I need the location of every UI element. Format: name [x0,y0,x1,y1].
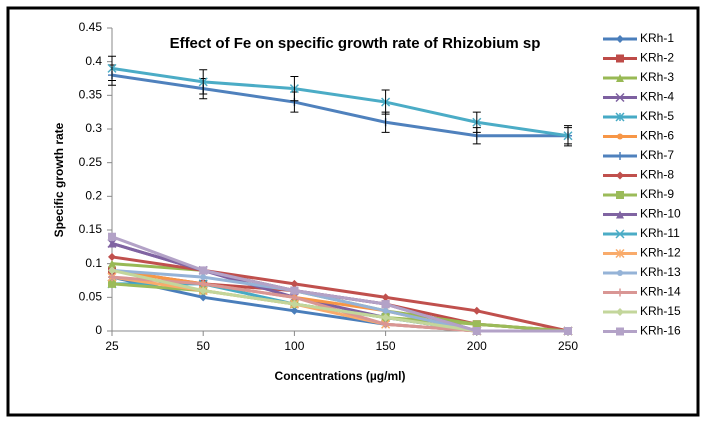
y-tick-label: 0.05 [79,290,103,304]
legend-label: KRh-10 [640,207,681,221]
series-line [111,66,569,138]
series-line [111,255,569,333]
error-bar [290,75,299,102]
legend-marker [615,248,625,259]
legend-marker [616,308,624,316]
legend-marker [617,270,623,276]
data-point [200,274,207,281]
data-point [199,293,208,302]
data-point [199,266,208,275]
legend-marker [616,35,624,43]
legend-marker [615,92,625,103]
legend-label: KRh-9 [640,187,674,201]
data-point [472,327,481,335]
y-tick-label: 0.4 [85,54,102,68]
legend-label: KRh-16 [640,324,681,338]
y-tick-label: 0.35 [79,88,103,102]
data-point [382,307,389,314]
data-point [381,320,390,329]
x-tick-label: 250 [558,339,578,353]
error-bar [381,89,390,115]
data-point [108,232,116,241]
legend-marker [615,229,625,239]
data-point [472,306,481,315]
legend-label: KRh-8 [640,168,674,182]
legend-marker [616,152,624,160]
x-tick-label: 50 [197,339,211,353]
data-point [472,320,481,329]
legend-label: KRh-5 [640,109,674,123]
x-tick-label: 150 [376,339,396,353]
x-tick-label: 25 [105,339,119,353]
legend-label: KRh-4 [640,90,674,104]
legend-label: KRh-3 [640,70,674,84]
error-bar [564,125,572,147]
data-point [108,266,116,275]
data-point [108,279,116,288]
legend-marker [616,171,624,180]
data-point [199,286,208,295]
legend-label: KRh-11 [640,226,680,240]
data-point [290,279,299,288]
data-point [108,259,116,268]
data-point [564,327,572,335]
data-point [290,286,299,295]
legend-label: KRh-13 [640,265,681,279]
legend-marker [616,210,624,219]
legend-marker [616,327,624,336]
legend-marker [616,288,624,297]
data-point [290,300,299,309]
legend-label: KRh-1 [640,31,674,45]
legend-label: KRh-15 [640,304,681,318]
y-tick-label: 0.2 [85,189,102,203]
series-line [111,235,568,333]
error-bar [199,69,208,95]
legend-marker [616,191,624,199]
legend-label: KRh-14 [640,285,681,299]
x-axis-label: Concentrations (µg/ml) [275,369,406,383]
error-bar [472,111,481,133]
y-axis-label: Specific growth rate [52,122,66,237]
legend-label: KRh-7 [640,148,674,162]
legend-label: KRh-6 [640,129,674,143]
data-point [199,279,208,288]
y-tick-label: 0.15 [79,222,103,236]
legend-marker [617,133,623,140]
legend-label: KRh-12 [640,246,681,260]
data-point [381,293,390,302]
chart-title: Effect of Fe on specific growth rate of … [170,35,541,52]
series-line [111,73,568,138]
legend-marker [615,112,625,122]
error-bar [108,55,116,82]
legend-label: KRh-2 [640,51,674,65]
x-tick-label: 100 [284,339,304,353]
data-point [381,300,390,309]
y-tick-label: 0.3 [85,121,102,135]
y-tick-label: 0.45 [79,20,103,34]
data-point [290,293,299,302]
data-point [381,313,390,322]
data-point [290,306,299,315]
y-tick-label: 0.1 [85,256,102,270]
legend-marker [616,74,624,82]
data-point [108,239,116,248]
y-tick-label: 0 [95,323,102,337]
x-tick-label: 200 [467,339,487,353]
y-tick-label: 0.25 [79,155,103,169]
data-point [108,273,116,282]
legend-marker [616,54,624,63]
data-point [108,252,116,261]
